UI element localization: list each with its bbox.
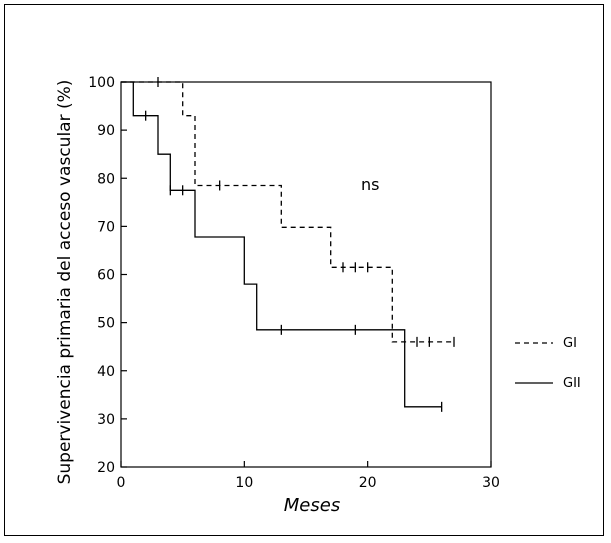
y-tick-label-20: 20 [97,460,115,476]
y-tick-label-100: 100 [88,75,115,91]
y-tick-label-80: 80 [97,171,115,187]
legend: GI GII [515,336,581,391]
y-tick-label-90: 90 [97,123,115,139]
y-axis-title: Supervivencia primaria del acceso vascul… [55,80,75,485]
x-axis-title: Meses [284,495,340,516]
y-tick-label-70: 70 [97,219,115,235]
x-tick-label-20: 20 [359,475,377,491]
legend-gi-label: GI [563,336,577,351]
series-layer [121,77,455,412]
series-gii-curve [121,81,442,408]
y-tick-label-30: 30 [97,412,115,428]
y-tick-label-50: 50 [97,316,115,332]
plot-area-border [120,81,492,468]
y-tick-label-40: 40 [97,364,115,380]
x-tick-label-30: 30 [482,475,500,491]
figure-frame [4,4,604,536]
x-tick-label-0: 0 [117,475,126,491]
y-tick-label-60: 60 [97,268,115,284]
legend-gii-label: GII [563,376,581,391]
x-tick-label-10: 10 [235,475,253,491]
series-gi-curve [121,81,454,343]
x-axis: 0 10 20 30 [117,461,500,491]
significance-annotation: ns [361,175,379,194]
